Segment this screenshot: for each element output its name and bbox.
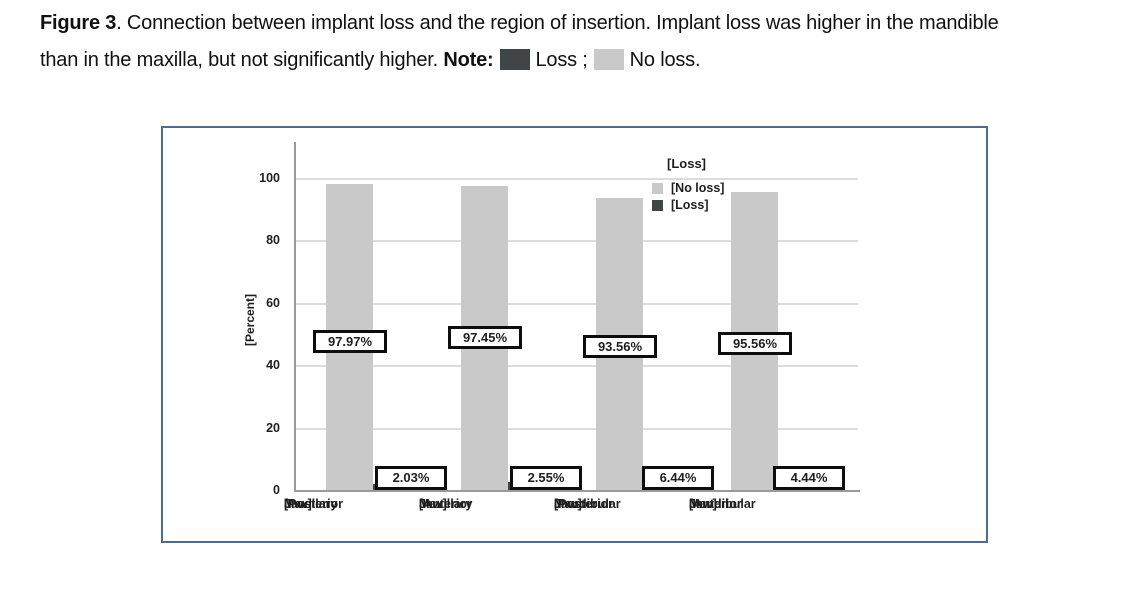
y-tick-label: 100 <box>259 171 280 185</box>
note-label: Note: <box>443 49 494 71</box>
loss-label-box: 2.55% <box>510 466 582 490</box>
value-label-box: 97.97% <box>313 330 387 353</box>
y-tick-label: 80 <box>266 233 280 247</box>
legend-item-no-loss: [No loss] <box>652 181 724 195</box>
gridline-80 <box>296 240 858 242</box>
y-axis-title: [Percent] <box>243 294 257 347</box>
loss-label-box: 6.44% <box>642 466 714 490</box>
legend-label: [No loss] <box>671 181 725 195</box>
legend-label: [Loss] <box>671 198 709 212</box>
legend-swatch-loss-icon <box>652 199 663 211</box>
loss-label-box: 4.44% <box>773 466 845 490</box>
value-label-box: 95.56% <box>718 332 792 355</box>
value-label-box: 97.45% <box>448 326 522 349</box>
legend-title: [Loss] <box>667 156 706 171</box>
x-axis-line <box>294 490 860 492</box>
loss-label-box: 2.03% <box>375 466 447 490</box>
value-label-box: 93.56% <box>583 335 657 358</box>
y-tick-label: 0 <box>273 483 280 497</box>
gridline-100 <box>296 178 858 180</box>
y-axis-line <box>294 142 296 491</box>
gridline-40 <box>296 365 858 367</box>
loss-swatch-icon <box>499 49 530 70</box>
caption-line-1: Figure 3. Connection between implant los… <box>40 12 999 34</box>
figure-caption: Figure 3. Connection between implant los… <box>40 5 1090 79</box>
legend-item-loss: [Loss] <box>652 198 709 212</box>
chart-frame: 100 80 60 40 20 0 [Percent] 97.97% 97.45… <box>161 126 988 543</box>
gridline-20 <box>296 428 858 430</box>
gridline-60 <box>296 303 858 305</box>
figure-label: Figure 3 <box>40 12 117 34</box>
y-tick-label: 20 <box>266 421 280 435</box>
legend-swatch-no-loss-icon <box>652 182 663 194</box>
no-loss-swatch-icon <box>593 49 624 70</box>
y-tick-label: 60 <box>266 296 280 310</box>
caption-line-2: than in the maxilla, but not significant… <box>40 49 701 71</box>
y-tick-label: 40 <box>266 358 280 372</box>
